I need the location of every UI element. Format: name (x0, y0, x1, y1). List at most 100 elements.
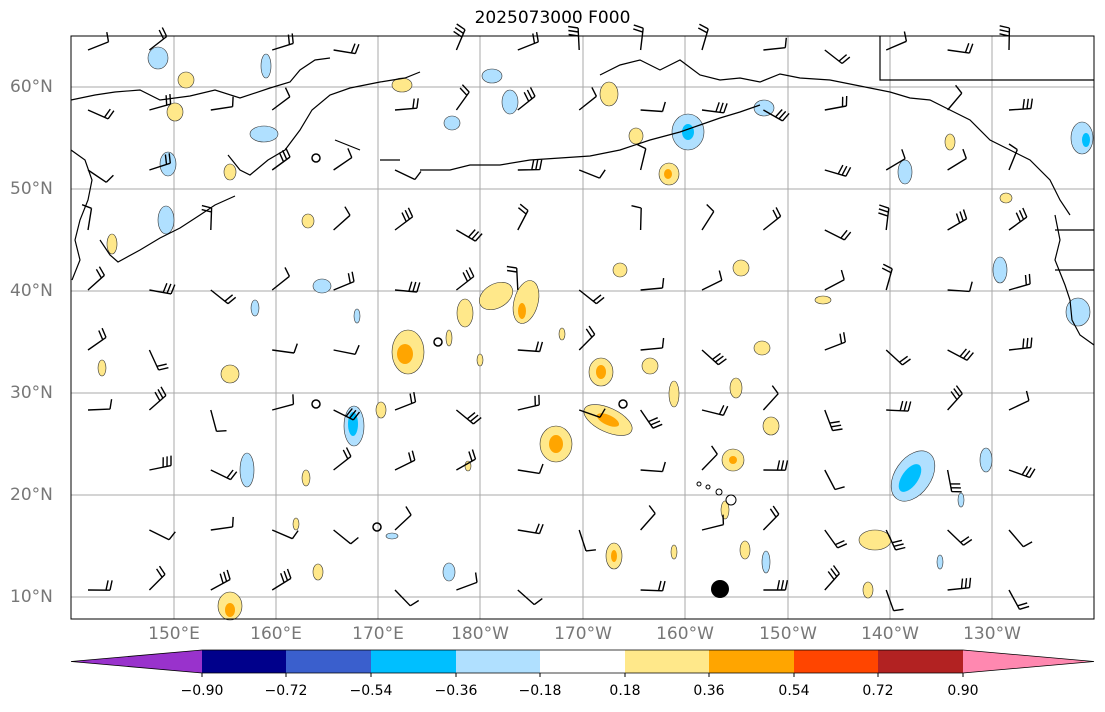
wind-barb (947, 348, 974, 361)
lat-label-30n: 30°N (10, 383, 53, 403)
lat-label-40n: 40°N (10, 281, 53, 301)
wind-barb (701, 445, 718, 471)
wind-barb (456, 229, 483, 242)
wind-barb (272, 394, 295, 411)
colorbar-segment (625, 650, 709, 673)
wind-barb (885, 589, 904, 612)
lon-label-130w: 130°W (963, 624, 1021, 644)
hawaii-islands (696, 481, 737, 506)
wind-barb (885, 529, 906, 551)
wind-barb (763, 37, 787, 51)
wind-barb (631, 205, 642, 231)
colorbar-segment (286, 650, 371, 673)
wind-barb (947, 385, 963, 411)
wind-barb (824, 565, 840, 591)
wind-barb (1008, 273, 1031, 291)
wind-barb (640, 101, 666, 113)
lon-label-150e: 150°E (148, 624, 200, 644)
colorbar-tick-label: −0.36 (434, 683, 478, 699)
wind-barb (333, 408, 361, 421)
wind-barb (947, 281, 973, 293)
lat-label-20n: 20°N (10, 485, 53, 505)
wind-barb (947, 209, 968, 231)
wind-barb (762, 505, 780, 531)
wind-barb (272, 343, 298, 354)
wind-barb (1008, 143, 1018, 171)
lon-label-150w: 150°W (759, 624, 817, 644)
wind-barb (455, 267, 475, 291)
wind-barb (148, 386, 167, 411)
wind-barb (148, 565, 166, 591)
colorbar-segment (71, 650, 202, 673)
wind-barb (1008, 589, 1030, 610)
wind-barb (87, 31, 110, 51)
wind-barb (87, 108, 115, 120)
colorbar-tick-label: 0.90 (947, 683, 979, 699)
wind-barb (455, 84, 470, 111)
wind-barb (824, 332, 846, 351)
wind-barb (762, 207, 782, 231)
colorbar-segment (371, 650, 456, 673)
colorbar-segment (456, 650, 540, 673)
wind-barb (394, 207, 414, 231)
wind-barb (578, 87, 598, 111)
lat-label-50n: 50°N (10, 179, 53, 199)
wind-barb (824, 95, 848, 111)
wind-barb (394, 391, 417, 411)
wind-barb (946, 469, 962, 493)
calm-markers (311, 153, 628, 532)
colorbar-tick-label: −0.90 (180, 683, 224, 699)
wind-barb (1008, 98, 1033, 111)
wind-barb (640, 409, 663, 429)
wind-barb (947, 42, 974, 54)
wind-barb (578, 408, 606, 418)
wind-barb (999, 25, 1011, 51)
wind-barb (824, 49, 851, 65)
wind-barb (568, 25, 580, 51)
colorbar-segment (963, 650, 1094, 673)
wind-barb (763, 580, 789, 591)
wind-barb (453, 23, 466, 51)
wind-barb (517, 203, 529, 231)
wind-barb (701, 102, 728, 114)
wind-barb (947, 84, 963, 111)
wind-barb (210, 516, 234, 531)
wind-barb (517, 463, 544, 475)
wind-barb (824, 469, 845, 491)
graticule (71, 36, 1094, 619)
wind-barb (87, 266, 106, 291)
wind-barb (394, 506, 412, 531)
wind-barb (824, 164, 852, 177)
wind-barb (517, 31, 539, 51)
map-title: 2025073000 F000 (474, 8, 631, 28)
wind-barb (517, 159, 543, 171)
wind-barb (881, 263, 893, 291)
wind-barb (210, 289, 237, 305)
wind-barb (87, 399, 113, 411)
wind-barb (640, 278, 665, 291)
lat-label-60n: 60°N (10, 77, 53, 97)
wind-barb (333, 43, 360, 55)
wind-barb (701, 270, 723, 291)
wind-barb (578, 289, 605, 305)
wind-barb (701, 349, 727, 366)
colorbar-tick-label: 0.54 (778, 683, 810, 699)
colorbar (70, 649, 1095, 677)
lon-label-170w: 170°W (554, 624, 612, 644)
colorbar-tick-label: −0.72 (264, 683, 308, 699)
point-marker (711, 580, 729, 598)
wind-barb (885, 31, 908, 51)
wind-barb (517, 341, 544, 353)
wind-barb (517, 523, 544, 535)
wind-barb (1008, 390, 1030, 411)
wind-barb (885, 349, 911, 366)
lon-label-170e: 170°E (352, 624, 404, 644)
wind-barb (824, 229, 852, 241)
wind-barb (763, 460, 789, 471)
coastlines (70, 36, 1095, 346)
wind-barb (633, 24, 644, 51)
lon-label-180w: 180°W (451, 624, 509, 644)
wind-barb (762, 385, 779, 411)
wind-barb (87, 169, 114, 183)
wind-barb (271, 87, 291, 111)
